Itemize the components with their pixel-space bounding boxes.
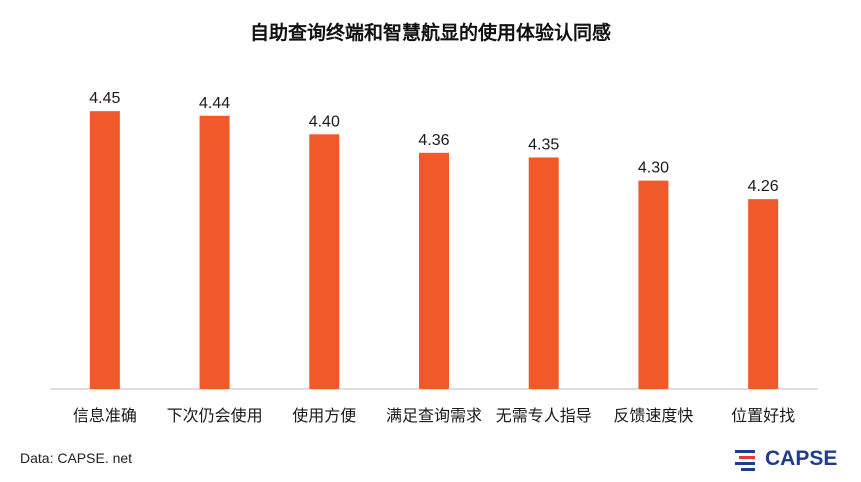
category-label-7: 位置好找 bbox=[731, 406, 795, 425]
capse-logo-icon bbox=[735, 450, 755, 471]
category-label-5: 无需专人指导 bbox=[496, 406, 592, 425]
bar-4 bbox=[419, 152, 449, 389]
bar-value-label-3: 4.40 bbox=[309, 113, 340, 130]
bar-value-label-6: 4.30 bbox=[638, 160, 669, 177]
logo-text: CAPSE bbox=[765, 447, 838, 470]
data-source: Data: CAPSE. net bbox=[20, 450, 133, 466]
category-label-2: 下次仍会使用 bbox=[167, 406, 263, 425]
bar-3 bbox=[309, 134, 340, 389]
bar-value-label-2: 4.44 bbox=[199, 95, 230, 112]
category-label-4: 满足查询需求 bbox=[386, 406, 482, 425]
bar-1 bbox=[89, 111, 120, 390]
bar-value-label-5: 4.35 bbox=[528, 136, 559, 153]
bar-value-label-7: 4.26 bbox=[748, 178, 779, 195]
bar-6 bbox=[638, 180, 669, 389]
bar-7 bbox=[748, 199, 779, 389]
bar-value-label-1: 4.45 bbox=[89, 90, 120, 107]
bar-5 bbox=[528, 157, 559, 389]
chart-title: 自助查询终端和智慧航显的使用体验认同感 bbox=[249, 22, 611, 44]
bar-2 bbox=[199, 115, 230, 390]
bar-value-label-4: 4.36 bbox=[418, 132, 449, 149]
capse-logo: CAPSE bbox=[733, 444, 853, 474]
category-label-1: 信息准确 bbox=[73, 406, 137, 425]
category-label-6: 反馈速度快 bbox=[613, 406, 693, 425]
category-label-3: 使用方便 bbox=[292, 406, 356, 425]
